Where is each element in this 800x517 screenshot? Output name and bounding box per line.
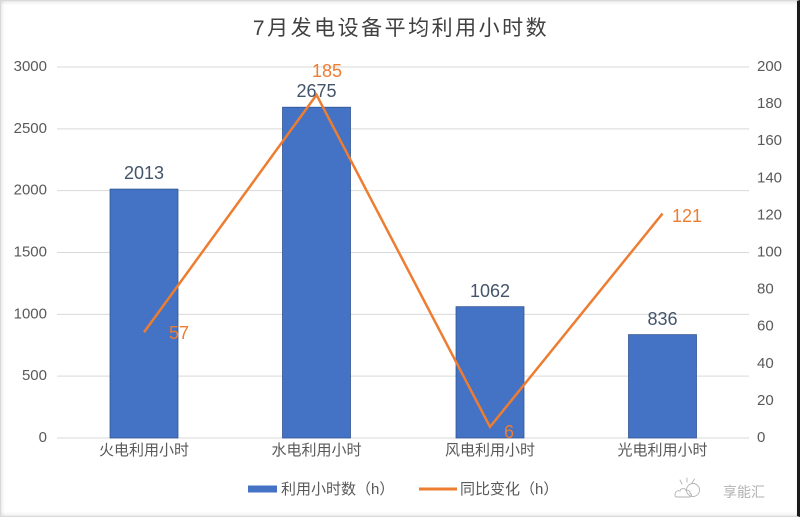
svg-text:3000: 3000	[14, 58, 47, 75]
svg-text:风电利用小时: 风电利用小时	[445, 442, 535, 459]
svg-text:2000: 2000	[14, 182, 47, 199]
svg-text:利用小时数（h）: 利用小时数（h）	[281, 481, 394, 498]
svg-text:40: 40	[757, 355, 774, 372]
svg-text:20: 20	[757, 392, 774, 409]
svg-text:同比变化（h）: 同比变化（h）	[460, 481, 558, 498]
svg-text:160: 160	[757, 132, 782, 149]
svg-text:水电利用小时: 水电利用小时	[271, 442, 361, 459]
svg-text:57: 57	[169, 323, 189, 343]
svg-text:光电利用小时: 光电利用小时	[617, 442, 707, 459]
svg-text:1000: 1000	[14, 305, 47, 322]
svg-text:6: 6	[504, 422, 514, 442]
svg-text:2675: 2675	[296, 81, 336, 101]
svg-text:500: 500	[22, 367, 47, 384]
svg-text:80: 80	[757, 281, 774, 298]
svg-text:120: 120	[757, 206, 782, 223]
svg-text:100: 100	[757, 244, 782, 261]
svg-text:2013: 2013	[124, 163, 164, 183]
svg-text:121: 121	[672, 206, 702, 226]
svg-text:0: 0	[39, 429, 47, 446]
svg-text:1500: 1500	[14, 244, 47, 261]
svg-text:140: 140	[757, 169, 782, 186]
svg-text:0: 0	[757, 429, 765, 446]
svg-text:2500: 2500	[14, 120, 47, 137]
svg-text:1062: 1062	[470, 281, 510, 301]
svg-text:836: 836	[647, 309, 677, 329]
svg-text:60: 60	[757, 318, 774, 335]
svg-text:享能汇: 享能汇	[723, 484, 765, 500]
svg-text:185: 185	[312, 61, 342, 81]
svg-text:200: 200	[757, 58, 782, 75]
svg-text:火电利用小时: 火电利用小时	[99, 442, 189, 459]
svg-text:180: 180	[757, 95, 782, 112]
